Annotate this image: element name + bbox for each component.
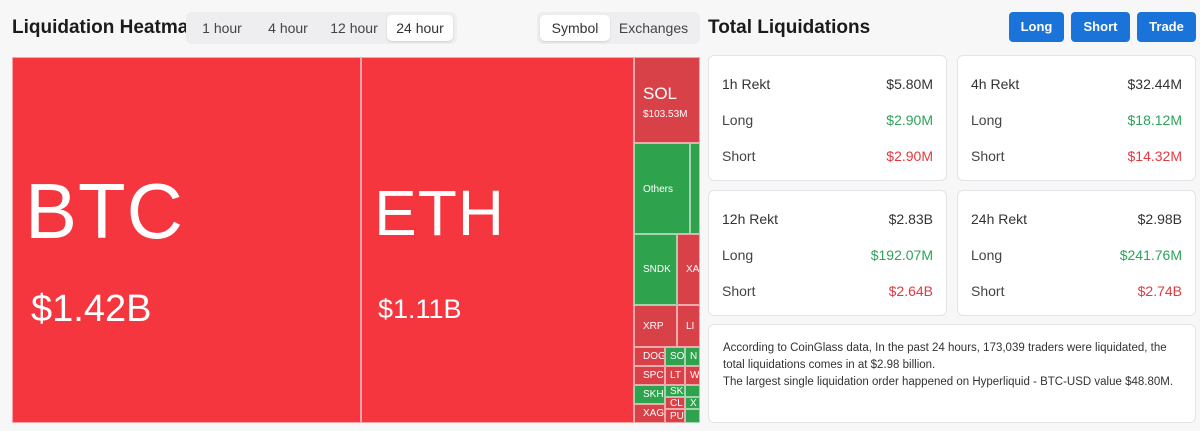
tile-symbol: SPC <box>643 370 664 381</box>
short-label: Short <box>971 283 1005 299</box>
tab-symbol[interactable]: Symbol <box>540 15 610 41</box>
long-label: Long <box>722 247 754 263</box>
heatmap-tile-sol[interactable]: SOL $103.53M <box>634 57 700 143</box>
heatmap-tile-spc[interactable]: SPC <box>634 366 665 385</box>
long-value: $18.12M <box>1127 112 1182 128</box>
liquidation-summary: According to CoinGlass data, In the past… <box>708 324 1196 423</box>
rekt-card-12h: 12h Rekt $2.83B Long $192.07M Short $2.64B <box>708 190 947 316</box>
liquidation-heatmap: BTC $1.42B ETH $1.11B SOL $103.53M Other… <box>12 57 700 423</box>
trade-button[interactable]: Trade <box>1137 12 1196 42</box>
heatmap-tile-eth[interactable]: ETH $1.11B <box>361 57 634 423</box>
tile-symbol: SKH <box>643 389 664 400</box>
card-label: 1h Rekt <box>722 76 771 92</box>
tile-value: $103.53M <box>643 109 688 120</box>
tile-symbol: N <box>690 351 698 362</box>
time-range-selector: 1 hour 4 hour 12 hour 24 hour <box>186 12 457 44</box>
tab-12-hour[interactable]: 12 hour <box>330 20 378 36</box>
heatmap-tile-dog[interactable]: DOG <box>634 347 665 366</box>
short-value: $2.74B <box>1137 283 1182 299</box>
card-label: 24h Rekt <box>971 211 1028 227</box>
card-total: $2.83B <box>888 211 933 227</box>
tile-symbol: SK <box>670 386 684 397</box>
short-value: $2.90M <box>886 148 933 164</box>
long-value: $241.76M <box>1119 247 1182 263</box>
long-label: Long <box>722 112 754 128</box>
tile-symbol: BTC <box>25 167 184 255</box>
summary-text: According to CoinGlass data, In the past… <box>723 342 1167 371</box>
heatmap-tile-pu[interactable]: PU <box>665 409 685 423</box>
heatmap-tile-btc[interactable]: BTC $1.42B <box>12 57 361 423</box>
tile-symbol: SNDK <box>643 264 671 275</box>
rekt-card-4h: 4h Rekt $32.44M Long $18.12M Short $14.32M <box>957 55 1196 181</box>
short-button[interactable]: Short <box>1071 12 1130 42</box>
long-value: $2.90M <box>886 112 933 128</box>
short-label: Short <box>722 283 756 299</box>
rekt-card-24h: 24h Rekt $2.98B Long $241.76M Short $2.74B <box>957 190 1196 316</box>
card-label: 4h Rekt <box>971 76 1020 92</box>
tile-symbol: XRP <box>643 321 664 332</box>
heatmap-tile-skh[interactable]: SKH <box>634 385 665 404</box>
heatmap-tile-xag[interactable]: XAG <box>634 404 665 423</box>
heatmap-tile-sk[interactable]: SK <box>665 385 685 397</box>
heatmap-tile-sndk[interactable]: SNDK <box>634 234 677 305</box>
tile-symbol: CL <box>670 398 683 409</box>
short-value: $14.32M <box>1127 148 1182 164</box>
heatmap-tile-w[interactable]: W <box>685 366 700 385</box>
heatmap-tile-unlabeled[interactable] <box>685 385 700 397</box>
tile-symbol: SOL <box>643 84 678 103</box>
view-mode-selector: Symbol Exchanges <box>537 12 700 44</box>
tile-value: $1.42B <box>31 288 152 330</box>
heatmap-tile-x[interactable]: X <box>685 397 700 409</box>
heatmap-tile-lt[interactable]: LT <box>665 366 685 385</box>
tile-symbol: SO <box>670 351 685 362</box>
long-value: $192.07M <box>870 247 933 263</box>
heatmap-title: Liquidation Heatmap <box>12 17 200 38</box>
long-button[interactable]: Long <box>1009 12 1064 42</box>
total-liquidations-title: Total Liquidations <box>708 17 871 38</box>
tab-24-hour[interactable]: 24 hour <box>387 15 453 41</box>
tab-4-hour[interactable]: 4 hour <box>268 20 308 36</box>
tile-symbol: W <box>690 370 700 381</box>
heatmap-tile-li[interactable]: LI <box>677 305 700 347</box>
heatmap-tile-xa[interactable]: XA <box>677 234 700 305</box>
tile-symbol: XA <box>686 264 700 275</box>
tab-1-hour[interactable]: 1 hour <box>202 20 242 36</box>
tile-symbol: LT <box>670 370 681 381</box>
short-value: $2.64B <box>888 283 933 299</box>
heatmap-tile-others[interactable]: Others <box>634 143 690 234</box>
summary-text: The largest single liquidation order hap… <box>723 376 1174 388</box>
heatmap-tile-cl[interactable]: CL <box>665 397 685 409</box>
card-label: 12h Rekt <box>722 211 779 227</box>
short-label: Short <box>722 148 756 164</box>
long-label: Long <box>971 112 1003 128</box>
heatmap-tile-xrp[interactable]: XRP <box>634 305 677 347</box>
card-total: $32.44M <box>1127 76 1182 92</box>
tile-symbol: PU <box>670 411 684 422</box>
long-label: Long <box>971 247 1003 263</box>
tab-exchanges[interactable]: Exchanges <box>618 20 689 36</box>
tile-symbol: LI <box>686 321 695 332</box>
card-total: $2.98B <box>1137 211 1182 227</box>
heatmap-tile-so[interactable]: SO <box>665 347 685 366</box>
tile-symbol: Others <box>643 184 674 195</box>
heatmap-tile-n[interactable]: N <box>685 347 700 366</box>
tile-symbol: ETH <box>374 177 505 249</box>
heatmap-tile-unlabeled[interactable] <box>685 409 700 423</box>
tile-symbol: DOG <box>643 351 665 362</box>
tile-symbol: X <box>690 398 697 409</box>
tile-value: $1.11B <box>378 294 462 324</box>
rekt-card-1h: 1h Rekt $5.80M Long $2.90M Short $2.90M <box>708 55 947 181</box>
card-total: $5.80M <box>886 76 933 92</box>
heatmap-tile-unlabeled[interactable] <box>690 143 700 234</box>
tile-symbol: XAG <box>643 408 665 419</box>
short-label: Short <box>971 148 1005 164</box>
